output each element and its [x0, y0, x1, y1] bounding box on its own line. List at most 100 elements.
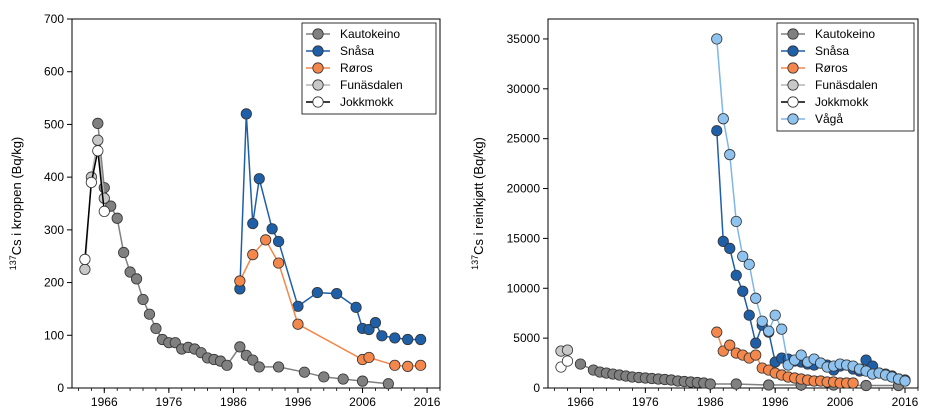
data-point-vaga [795, 349, 807, 361]
left-plot-frame [71, 18, 441, 389]
data-point-kautokeino [143, 308, 156, 320]
data-point-kautokeino [272, 361, 285, 373]
left-y-tick-label: 400 [44, 170, 64, 184]
data-point-jokkmokk [79, 253, 91, 265]
data-point-kautokeino [356, 375, 369, 387]
data-point-vaga [776, 323, 788, 335]
legend-item-funasdalen: Funäsdalen [781, 78, 878, 92]
data-point-roros [402, 360, 414, 372]
legend-marker-roros [312, 62, 324, 74]
data-point-vaga [750, 292, 762, 304]
data-point-roros [363, 351, 375, 364]
legend-label-snasa: Snåsa [815, 44, 849, 58]
legend-item-vaga: Vågå [781, 112, 843, 126]
data-point-roros [272, 257, 285, 269]
data-point-funasdalen [98, 192, 110, 204]
data-point-snasa [737, 285, 749, 297]
legend-item-jokkmokk: Jokkmokk [781, 95, 869, 109]
right-chart-panel: 1966 1976 1986 1996 2006 2016 0 5000 10000 15000… [470, 18, 919, 409]
data-point-roros [389, 359, 401, 371]
legend-marker-funasdalen [787, 79, 799, 91]
left-y-tick-label: 300 [44, 223, 64, 237]
legend-label-jokkmokk: Jokkmokk [815, 95, 869, 109]
data-point-snasa [724, 242, 736, 254]
series-vaga [711, 33, 911, 387]
data-point-snasa [750, 337, 762, 349]
left-y-tick-label: 100 [44, 328, 64, 342]
right-y-tick-label: 10000 [507, 281, 541, 295]
data-point-snasa [253, 173, 265, 185]
data-point-kautokeino [150, 322, 162, 335]
right-x-tick-label: 2016 [892, 395, 919, 409]
data-point-kautokeino [763, 379, 775, 391]
left-y-tick-label: 600 [44, 65, 64, 79]
right-y-axis-title-sup: 137 [470, 255, 480, 270]
legend-item-kautokeino: Kautokeino [781, 27, 875, 41]
data-point-snasa [292, 300, 304, 312]
legend-marker-vaga [787, 113, 799, 125]
left-legend: Kautokeino Snåsa Røros Funäsdalen Jokkmokk [301, 22, 437, 115]
left-y-tick-label: 200 [44, 276, 64, 290]
data-point-jokkmokk [98, 205, 110, 218]
legend-marker-kautokeino [787, 28, 799, 40]
data-point-kautokeino [111, 212, 123, 224]
legend-item-jokkmokk: Jokkmokk [306, 95, 394, 109]
data-point-kautokeino [860, 379, 872, 392]
legend-marker-kautokeino [312, 28, 324, 40]
right-series-layer [555, 33, 911, 392]
legend-item-snasa: Snåsa [781, 44, 849, 58]
left-x-tick-label: 2016 [414, 395, 441, 409]
data-point-snasa [743, 309, 755, 321]
data-point-kautokeino [221, 359, 233, 371]
data-point-vaga [711, 33, 723, 45]
legend-label-roros: Røros [815, 61, 848, 75]
data-point-roros [847, 377, 859, 389]
data-point-roros [415, 359, 427, 371]
left-chart-panel: 1966 1976 1986 1996 2006 2016 0 100 200 300 400 50… [8, 12, 441, 409]
series-roros [711, 326, 859, 389]
data-point-funasdalen [79, 263, 91, 275]
left-y-axis-title-main: Cs i kroppen (Bq/kg) [9, 137, 24, 256]
data-point-kautokeino [298, 366, 311, 378]
series-jokkmokk [555, 355, 574, 373]
data-point-kautokeino [704, 378, 716, 390]
data-point-roros [292, 318, 304, 330]
data-point-snasa [402, 333, 414, 346]
data-point-kautokeino [124, 266, 136, 278]
data-point-jokkmokk [92, 145, 104, 157]
right-y-tick-label: 35000 [507, 32, 541, 46]
series-snasa [234, 108, 427, 346]
left-x-tick-label: 1976 [155, 395, 182, 409]
data-point-snasa [717, 235, 729, 247]
legend-item-roros: Røros [781, 61, 848, 75]
data-point-kautokeino [318, 371, 330, 383]
data-point-jokkmokk [85, 176, 97, 189]
data-point-vaga [769, 309, 781, 321]
legend-marker-funasdalen [312, 79, 324, 91]
legend-label-vaga: Vågå [815, 112, 843, 126]
legend-label-funasdalen: Funäsdalen [815, 78, 878, 92]
data-point-kautokeino [337, 373, 349, 385]
legend-label-snasa: Snåsa [340, 44, 374, 58]
legend-label-kautokeino: Kautokeino [340, 27, 400, 41]
right-x-tick-label: 1986 [697, 395, 724, 409]
legend-marker-jokkmokk [787, 96, 799, 108]
data-point-vaga [899, 375, 911, 387]
data-point-snasa [311, 286, 323, 299]
legend-label-jokkmokk: Jokkmokk [340, 95, 394, 109]
data-point-snasa [415, 333, 427, 346]
right-y-tick-label: 15000 [507, 231, 541, 245]
series-funasdalen [79, 134, 110, 275]
right-y-tick-label: 5000 [513, 331, 540, 345]
left-x-tick-label: 2006 [349, 395, 376, 409]
series-line-roros [239, 238, 421, 368]
right-legend: Kautokeino Snåsa Røros Funäsdalen Jokkmokk Vå… [776, 22, 915, 132]
legend-label-roros: Røros [340, 61, 373, 75]
data-point-roros [234, 275, 246, 287]
left-x-tick-label: 1986 [220, 395, 247, 409]
series-jokkmokk [79, 145, 110, 265]
data-point-vaga [737, 250, 749, 262]
right-y-tick-label: 0 [533, 381, 540, 395]
data-point-kautokeino [730, 378, 742, 390]
